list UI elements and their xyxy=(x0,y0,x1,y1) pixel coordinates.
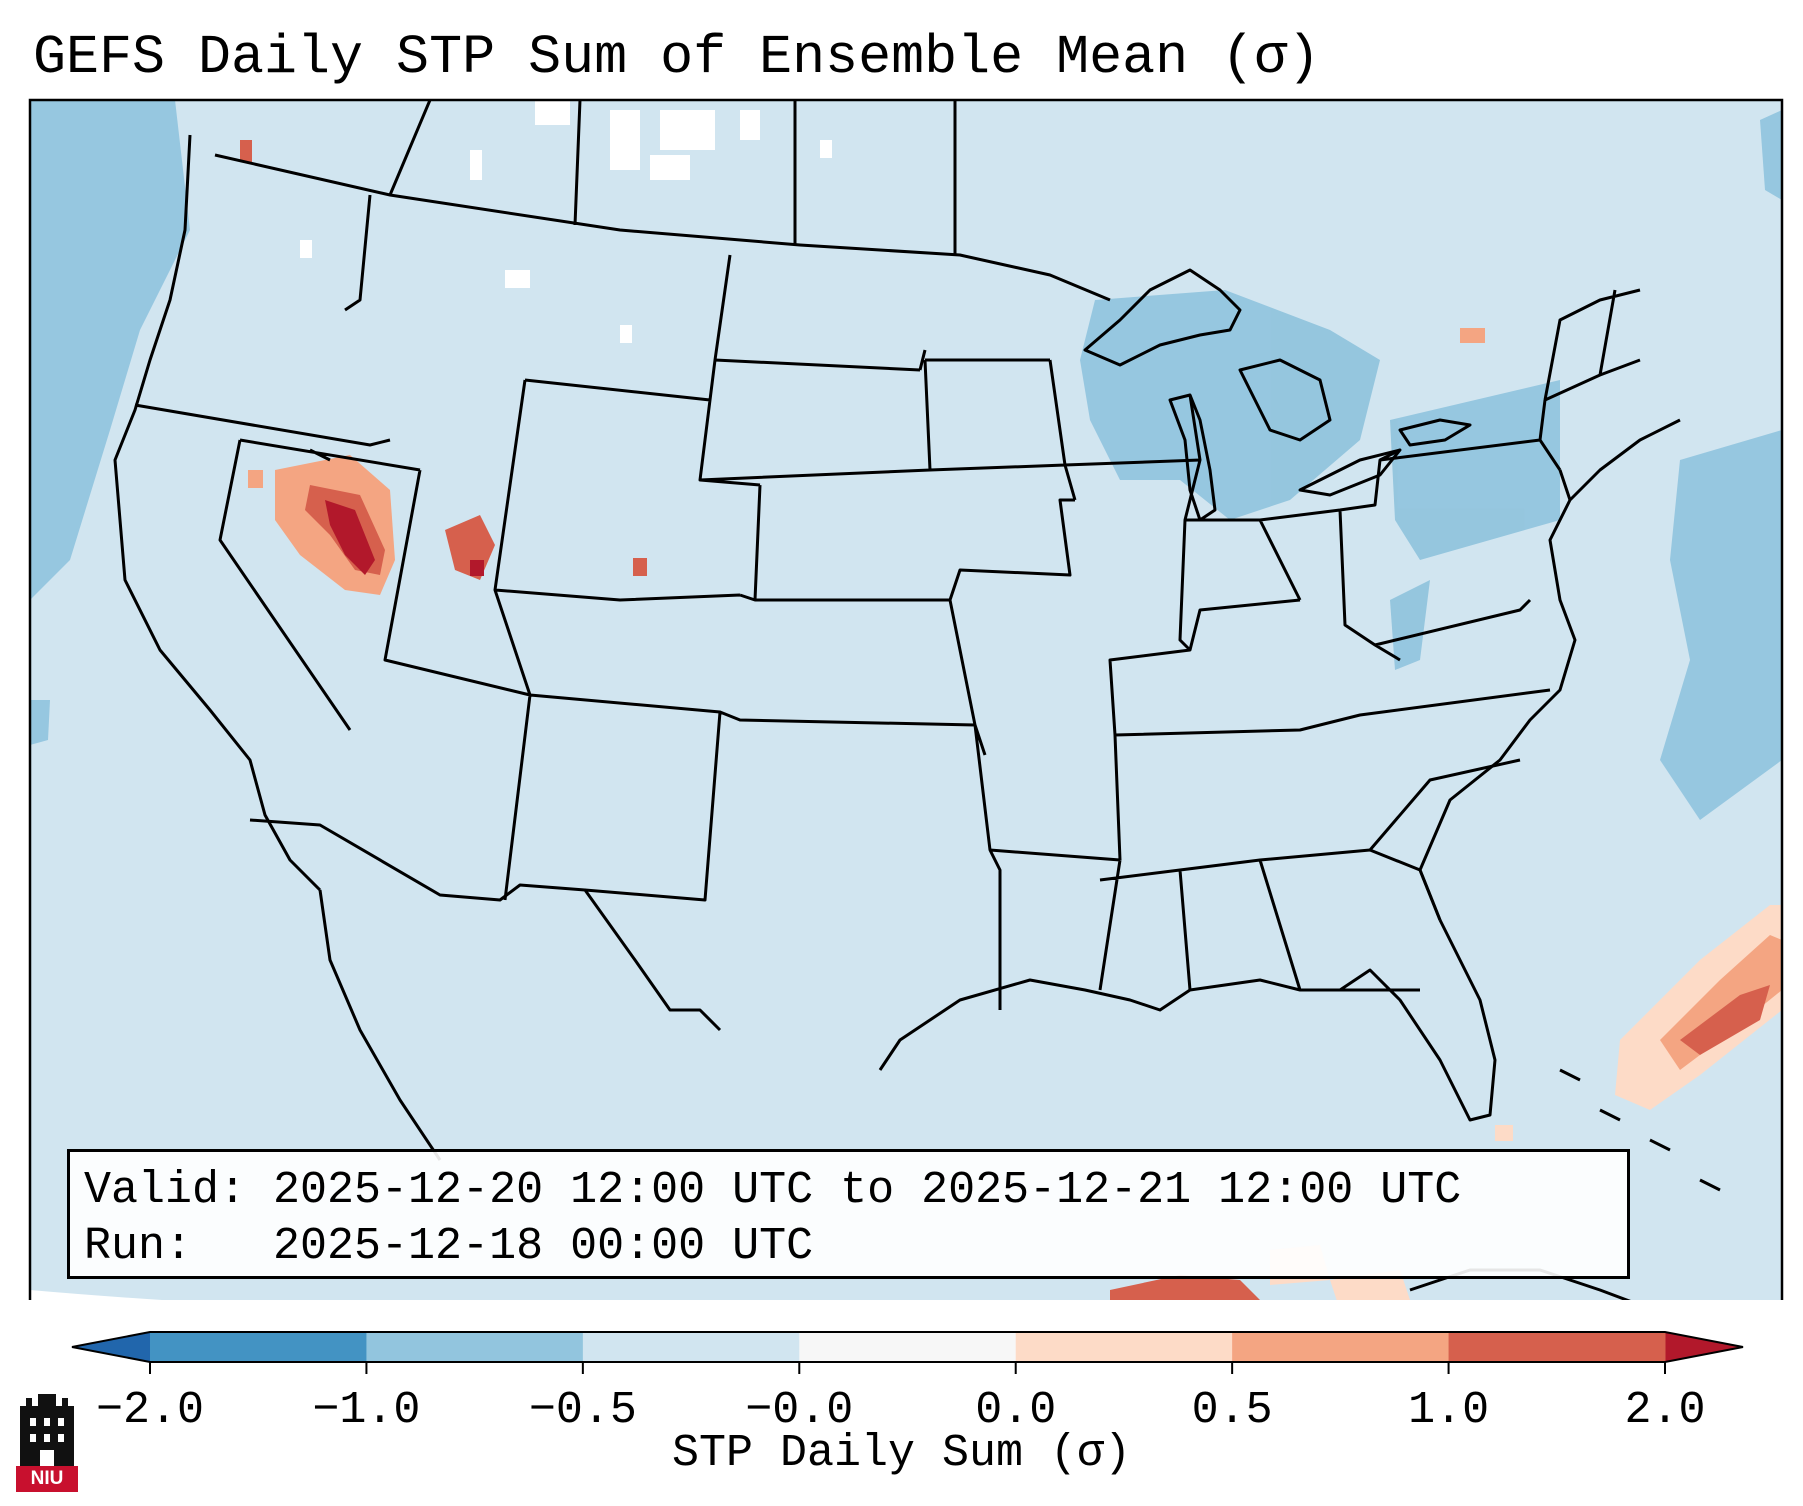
pacific-patch xyxy=(30,100,190,600)
castle-icon xyxy=(20,1394,74,1468)
lake-ontario xyxy=(1398,418,1472,447)
colorbar-tick-label: −2.0 xyxy=(96,1385,204,1430)
niu-logo: NIU xyxy=(16,1392,78,1492)
lake-erie xyxy=(1298,448,1402,497)
lake-michigan xyxy=(1168,393,1217,522)
field-patches xyxy=(30,100,1782,820)
appalachian-patch xyxy=(1390,580,1430,670)
map-frame xyxy=(28,98,1784,1300)
west-coast xyxy=(113,134,322,892)
valid-run-info-box: Valid: 2025-12-20 12:00 UTC to 2025-12-2… xyxy=(67,1149,1630,1279)
lake-huron xyxy=(1238,358,1332,442)
colorbar-segment xyxy=(582,1332,800,1362)
colorbar-tick-label: 2.0 xyxy=(1624,1385,1705,1430)
colorbar-segment xyxy=(1232,1332,1450,1362)
colorbar-tick-label: −0.0 xyxy=(745,1385,853,1430)
colorbar-tick-label: −0.5 xyxy=(529,1385,637,1430)
colorbar-label: STP Daily Sum (σ) xyxy=(671,1428,1132,1479)
state-lines xyxy=(134,194,1641,1010)
colorbar-segment xyxy=(150,1332,367,1362)
east-coast xyxy=(1418,418,1681,921)
atlantic-patch xyxy=(1660,430,1782,820)
colorbar-tick-label: 0.0 xyxy=(975,1385,1056,1430)
colorbar-segment xyxy=(799,1332,1017,1362)
colorbar-segment xyxy=(1448,1332,1666,1362)
map-background xyxy=(30,100,1782,1300)
pacific-patch-south xyxy=(30,700,50,745)
quebec-patch xyxy=(1760,110,1782,200)
colorbar: −2.0 −1.0 −0.5 −0.0 0.0 0.5 1.0 2.0 xyxy=(71,1331,1744,1430)
colorbar-tick-label: −1.0 xyxy=(312,1385,420,1430)
northeast-patch xyxy=(1390,380,1560,560)
page-title: GEFS Daily STP Sum of Ensemble Mean (σ) xyxy=(33,26,1321,89)
valid-time-text: Valid: 2025-12-20 12:00 UTC to 2025-12-2… xyxy=(84,1165,1462,1216)
colorbar-extend-low xyxy=(72,1332,150,1362)
positive-anomaly-west xyxy=(240,140,1485,595)
nevada-utah-hotspot-core xyxy=(325,500,375,575)
mexico-border xyxy=(249,818,722,1032)
white-patches xyxy=(300,100,832,343)
province-lines xyxy=(388,100,957,255)
colorbar-segment xyxy=(1015,1332,1233,1362)
map-boundaries xyxy=(113,100,1721,1300)
logo-text: NIU xyxy=(16,1466,78,1492)
lake-superior xyxy=(1083,268,1242,367)
run-time-text: Run: 2025-12-18 00:00 UTC xyxy=(84,1221,814,1272)
map-panel xyxy=(28,98,1784,1300)
map-edge-nodata xyxy=(30,1290,163,1300)
baja-coast xyxy=(318,889,442,1161)
colorbar-tick-label: 0.5 xyxy=(1192,1385,1273,1430)
colorbar-tick-label: 1.0 xyxy=(1408,1385,1489,1430)
bahamas xyxy=(1559,1068,1721,1192)
colorbar-segment xyxy=(366,1332,584,1362)
positive-anomaly-atlantic xyxy=(1495,905,1782,1141)
colorbar-extend-high xyxy=(1665,1332,1743,1362)
